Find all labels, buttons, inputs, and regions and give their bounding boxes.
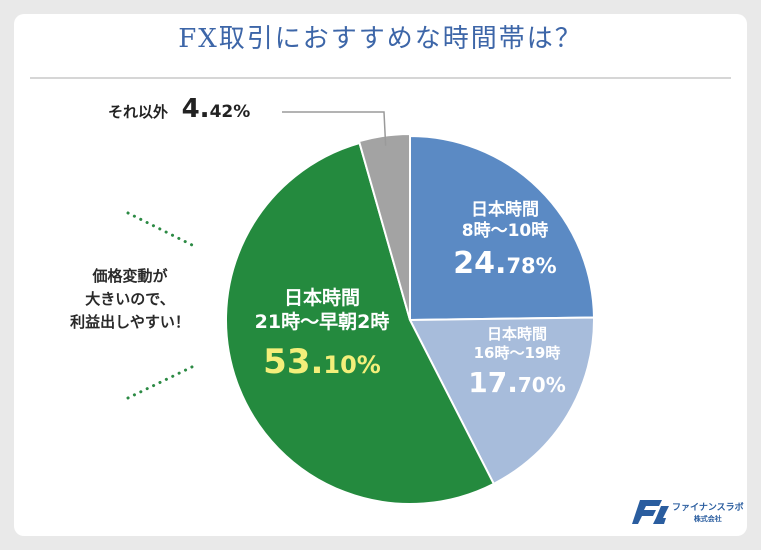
note-dots-bottom xyxy=(126,363,198,400)
slice-label-8-10: 日本時間 8時〜10時 24.78% xyxy=(420,200,590,281)
slice-other-pct-int: 4. xyxy=(181,94,210,124)
slice-21-2-line2: 21時〜早朝2時 xyxy=(254,311,390,333)
slice-8-10-line2: 8時〜10時 xyxy=(461,221,549,241)
note-line-3: 利益出しやすい！ xyxy=(70,313,190,331)
slice-8-10-line1: 日本時間 xyxy=(471,200,539,220)
pie-slice-s16 xyxy=(408,316,595,486)
slice-other-name: それ以外 xyxy=(108,103,169,121)
slice-21-2-pct-int: 53. xyxy=(263,342,324,382)
slice-21-2-pct-dec: 10% xyxy=(323,351,381,379)
pie-slice-s8 xyxy=(409,134,595,322)
pie-slice-other xyxy=(357,132,411,321)
slice-8-10-pct-int: 24. xyxy=(453,246,507,281)
note-line-2: 大きいので、 xyxy=(85,290,175,308)
title-divider xyxy=(30,77,731,79)
slice-other-pct-dec: 42% xyxy=(209,102,251,122)
slice-label-21-2: 日本時間 21時〜早朝2時 53.10% xyxy=(232,286,412,382)
pie-slice-s21 xyxy=(225,141,496,505)
slice-21-2-line1: 日本時間 xyxy=(283,287,360,309)
note-text: 価格変動が 大きいので、 利益出しやすい！ xyxy=(40,265,220,334)
note-dots-top xyxy=(126,211,198,249)
slice-label-other: それ以外 4.42% xyxy=(108,94,250,124)
logo-text: ファイナンスラボ 株式会社 xyxy=(672,503,744,525)
logo-sub: 株式会社 xyxy=(693,515,722,523)
slice-16-19-line1: 日本時間 xyxy=(486,325,547,343)
slice-8-10-pct-dec: 78% xyxy=(506,254,557,278)
logo-name: ファイナンスラボ xyxy=(672,503,744,513)
slice-16-19-line2: 16時〜19時 xyxy=(473,344,561,362)
note-line-1: 価格変動が xyxy=(92,267,168,285)
slice-label-16-19: 日本時間 16時〜19時 17.70% xyxy=(432,325,602,399)
chart-title: FX取引におすすめな時間帯は？ xyxy=(178,24,583,54)
logo-icon xyxy=(632,500,669,524)
slice-16-19-pct-dec: 70% xyxy=(517,373,566,397)
slice-16-19-pct-int: 17. xyxy=(468,366,518,399)
leader-line-other xyxy=(282,111,387,146)
